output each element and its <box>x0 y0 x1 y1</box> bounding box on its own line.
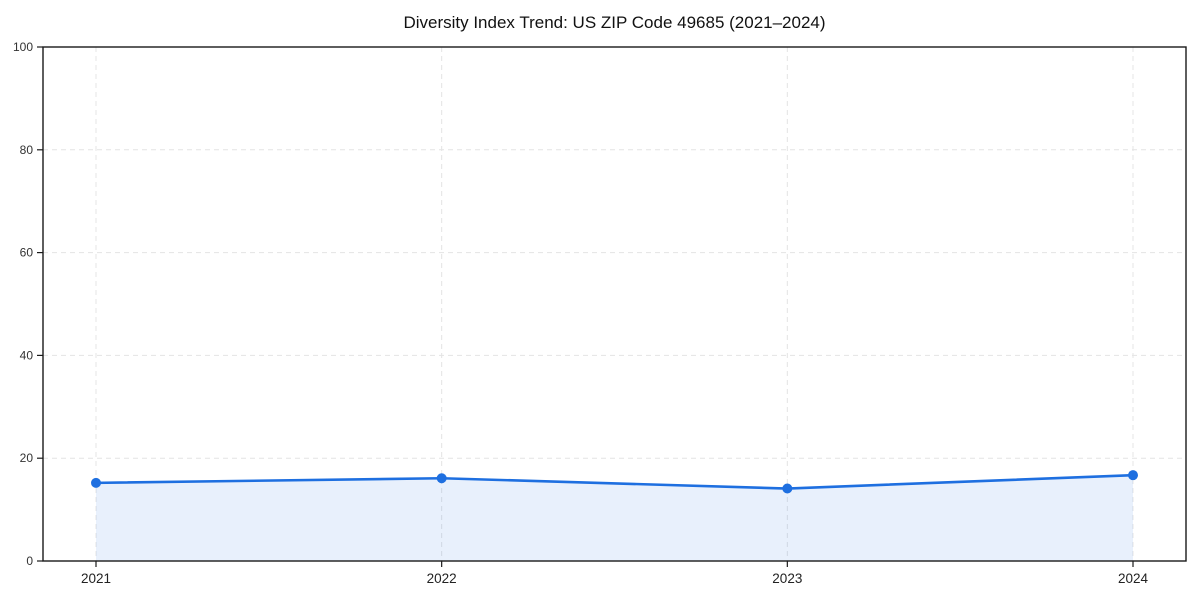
series-line <box>94 473 1135 490</box>
y-tick-label: 80 <box>20 143 34 157</box>
y-tick-label: 100 <box>13 40 33 54</box>
x-tick-label: 2021 <box>81 571 111 586</box>
data-point-marker <box>436 473 447 484</box>
axes <box>37 46 1187 567</box>
y-tick-label: 20 <box>20 451 34 465</box>
data-line <box>94 473 1135 490</box>
data-point-marker <box>91 477 101 488</box>
tick-labels: 0 20 40 60 80 100 2021 2022 2023 2024 <box>13 40 1149 586</box>
y-tick-label: 40 <box>20 348 34 362</box>
area-fill <box>96 475 1133 561</box>
x-tick-label: 2023 <box>772 571 802 586</box>
plot-border <box>42 46 1187 562</box>
y-tick-label: 60 <box>20 246 34 260</box>
data-point-marker <box>782 483 793 494</box>
chart-title: Diversity Index Trend: US ZIP Code 49685… <box>403 13 825 32</box>
data-points <box>91 470 1138 494</box>
data-point-marker <box>1128 470 1138 481</box>
series-area <box>96 475 1133 561</box>
x-tick-label: 2024 <box>1118 571 1149 586</box>
y-tick-label: 0 <box>26 554 33 568</box>
x-tick-label: 2022 <box>427 571 457 586</box>
